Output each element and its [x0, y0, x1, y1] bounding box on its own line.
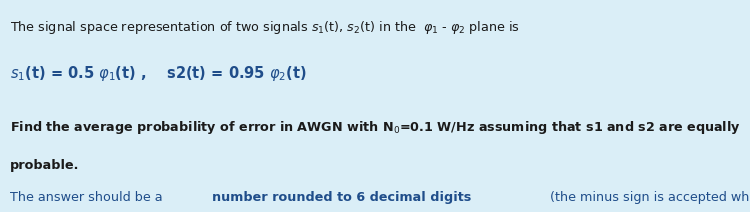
Text: Find the average probability of error in AWGN with N$_0$=0.1 W/Hz assuming that : Find the average probability of error in… [10, 119, 740, 136]
Text: The answer should be a: The answer should be a [10, 191, 166, 204]
Text: number rounded to 6 decimal digits: number rounded to 6 decimal digits [211, 191, 471, 204]
Text: The signal space representation of two signals $s_1$(t), $s_2$(t) in the  $\varp: The signal space representation of two s… [10, 19, 520, 36]
Text: (the minus sign is accepted while other: (the minus sign is accepted while other [546, 191, 750, 204]
Text: probable.: probable. [10, 159, 80, 172]
Text: $s_1$(t) = 0.5 $\varphi_1$(t) ,    s2(t) = 0.95 $\varphi_2$(t): $s_1$(t) = 0.5 $\varphi_1$(t) , s2(t) = … [10, 64, 307, 83]
